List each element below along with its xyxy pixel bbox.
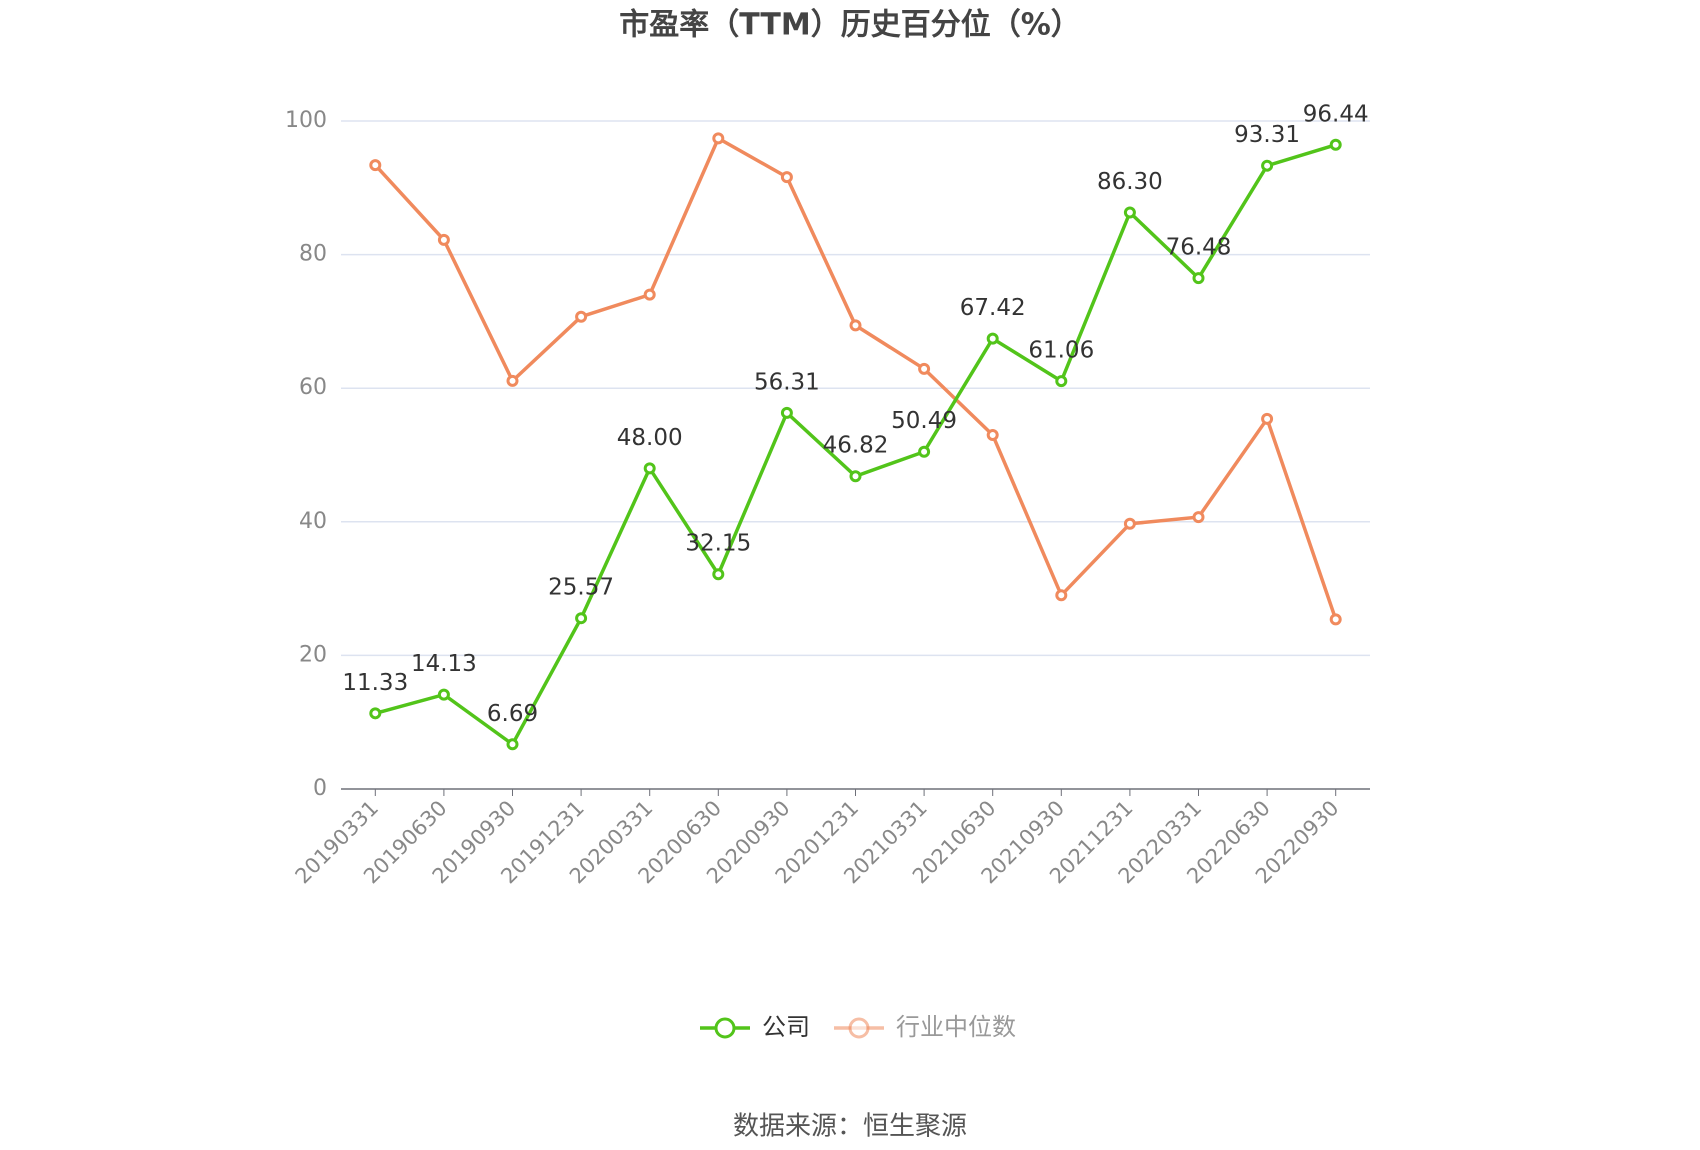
legend-item: 公司: [700, 1013, 810, 1041]
point: [437, 688, 450, 701]
point: [643, 288, 656, 301]
data-label: 96.44: [1303, 101, 1369, 127]
legend-item: 行业中位数: [834, 1013, 1016, 1041]
data-label: 6.69: [487, 701, 538, 727]
data-label: 11.33: [342, 670, 408, 696]
line: [374, 135, 1338, 620]
legend-marker: [714, 1017, 736, 1039]
point: [986, 428, 999, 441]
data-label: 61.06: [1028, 338, 1094, 364]
point: [1192, 272, 1205, 285]
point: [1055, 589, 1068, 602]
point: [369, 159, 382, 172]
point: [506, 374, 519, 387]
point: [369, 707, 382, 720]
point: [1329, 138, 1342, 151]
point: [918, 445, 931, 458]
y-tick-label: 100: [285, 108, 327, 133]
point: [849, 319, 862, 332]
data-label: 93.31: [1234, 122, 1300, 148]
point: [643, 462, 656, 475]
source-note: 数据来源：恒生聚源: [733, 1112, 967, 1142]
legend-label: 公司: [762, 1013, 810, 1041]
point: [575, 310, 588, 323]
data-label: 25.57: [548, 575, 614, 601]
data-label: 67.42: [960, 295, 1026, 321]
legend-marker: [848, 1017, 870, 1039]
data-label: 86.30: [1097, 169, 1163, 195]
point: [1123, 206, 1136, 219]
data-label: 46.82: [823, 433, 889, 459]
y-tick-label: 80: [299, 242, 327, 267]
point: [712, 132, 725, 145]
point: [1055, 375, 1068, 388]
y-tick-label: 20: [299, 642, 327, 667]
data-label: 32.15: [685, 531, 751, 557]
point: [849, 470, 862, 483]
point: [506, 738, 519, 751]
point: [918, 362, 931, 375]
y-tick-label: 40: [299, 509, 327, 534]
data-label: 48.00: [617, 425, 683, 451]
point: [575, 612, 588, 625]
point: [437, 233, 450, 246]
point: [1261, 159, 1274, 172]
y-tick-label: 60: [299, 375, 327, 400]
data-label: 76.48: [1166, 235, 1232, 261]
point: [780, 171, 793, 184]
y-tick-label: 0: [313, 776, 327, 801]
point: [1192, 511, 1205, 524]
point: [986, 332, 999, 345]
point: [712, 568, 725, 581]
data-label: 50.49: [891, 408, 957, 434]
point: [1329, 613, 1342, 626]
point: [780, 406, 793, 419]
legend-label: 行业中位数: [896, 1013, 1016, 1041]
point: [1123, 517, 1136, 530]
data-label: 14.13: [411, 651, 477, 677]
data-label: 56.31: [754, 369, 820, 395]
chart-title: 市盈率（TTM）历史百分位（%）: [619, 8, 1081, 43]
point: [1261, 412, 1274, 425]
